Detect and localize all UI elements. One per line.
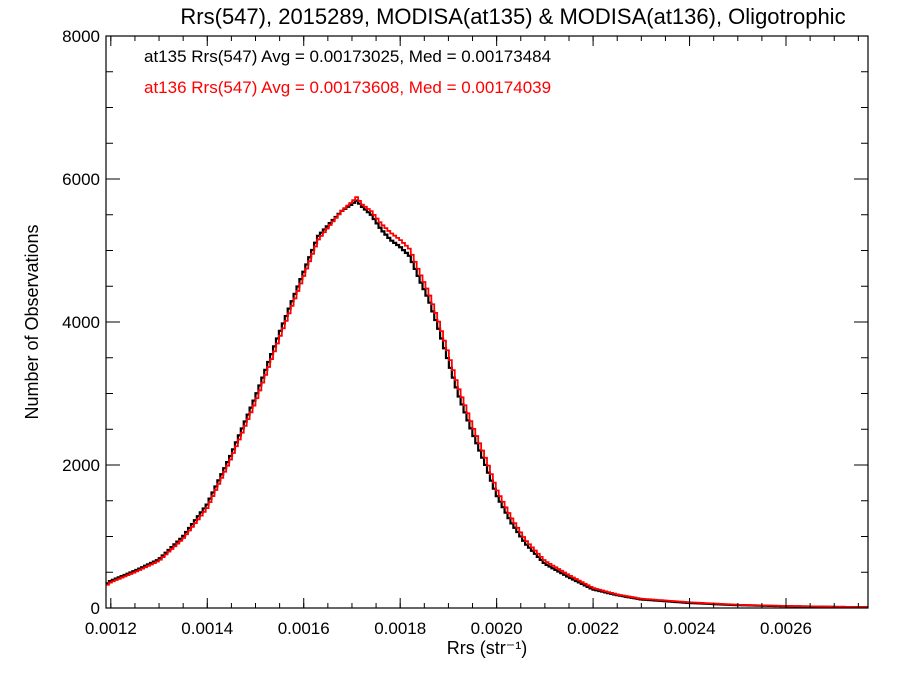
series-line-0 bbox=[106, 199, 868, 609]
x-tick-label: 0.0020 bbox=[471, 619, 523, 638]
x-tick-label: 0.0018 bbox=[374, 619, 426, 638]
plot-frame bbox=[105, 35, 869, 609]
chart-title: Rrs(547), 2015289, MODISA(at135) & MODIS… bbox=[180, 4, 845, 29]
y-tick-label: 6000 bbox=[62, 170, 100, 189]
y-tick-label: 8000 bbox=[62, 27, 100, 46]
y-tick-label: 4000 bbox=[62, 313, 100, 332]
y-tick-label: 2000 bbox=[62, 456, 100, 475]
y-axis-title: Number of Observations bbox=[22, 224, 42, 419]
x-tick-label: 0.0016 bbox=[278, 619, 330, 638]
x-tick-label: 0.0022 bbox=[567, 619, 619, 638]
series-line-1 bbox=[106, 196, 868, 609]
x-tick-label: 0.0012 bbox=[85, 619, 137, 638]
legend-entry-at135: at135 Rrs(547) Avg = 0.00173025, Med = 0… bbox=[144, 47, 551, 66]
x-tick-label: 0.0024 bbox=[664, 619, 716, 638]
x-axis-title: Rrs (str⁻¹) bbox=[447, 638, 527, 658]
x-tick-label: 0.0026 bbox=[760, 619, 812, 638]
legend-entry-at136: at136 Rrs(547) Avg = 0.00173608, Med = 0… bbox=[144, 78, 551, 97]
axis-ticks: 0.0012 0.0014 0.0016 0.0018 0.0020 0.0022 0.00… bbox=[62, 27, 868, 638]
y-tick-label: 0 bbox=[91, 599, 100, 618]
x-tick-label: 0.0014 bbox=[181, 619, 233, 638]
histogram-curves bbox=[106, 196, 868, 609]
